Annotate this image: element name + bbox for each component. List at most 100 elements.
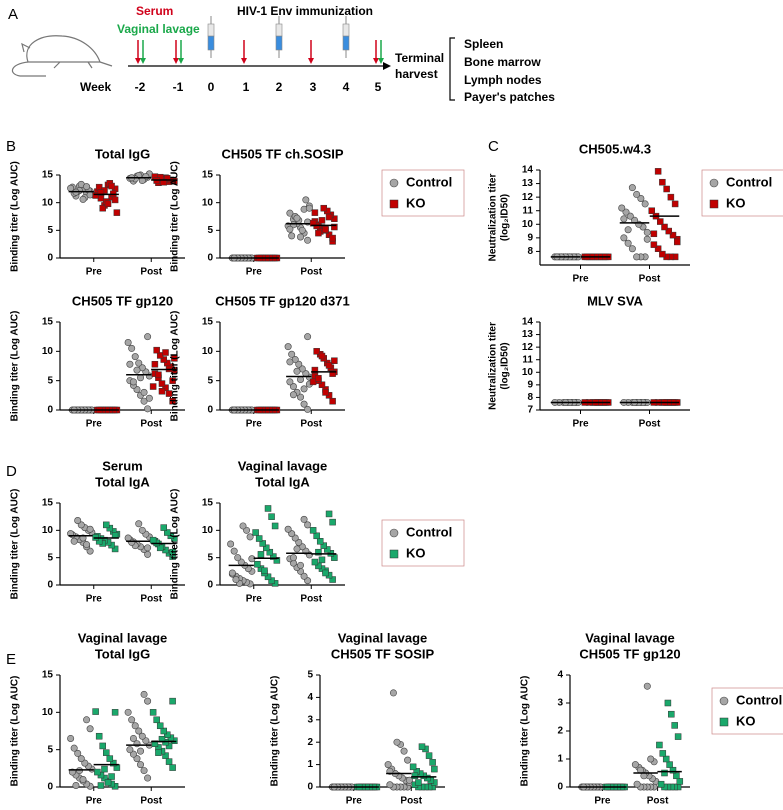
data-point: [264, 505, 272, 512]
harvest-label: Terminal: [395, 51, 444, 65]
data-point: [234, 554, 242, 562]
data-point: [418, 743, 426, 750]
data-point: [656, 741, 663, 749]
chart-title: Vaginal lavage: [238, 458, 328, 473]
data-point: [138, 526, 146, 534]
y-tick-label: 15: [42, 317, 54, 328]
data-point: [298, 226, 306, 234]
syringe: [342, 35, 350, 51]
y-tick-label: 5: [47, 744, 53, 755]
chart: CH505 TF gp120 d371 Binding titer (Log AU…: [170, 293, 350, 429]
data-point: [659, 178, 666, 186]
y-axis-label: Neutralization titer: [488, 322, 499, 410]
legend-label: Control: [406, 524, 452, 539]
y-tick-label: 5: [47, 225, 53, 236]
data-point: [158, 380, 166, 387]
data-point: [129, 734, 137, 742]
y-axis-label: (log₂ID50): [500, 194, 511, 241]
data-point: [140, 767, 148, 775]
x-tick-label: Post: [140, 796, 162, 807]
data-point: [404, 756, 412, 764]
week-label: Week: [80, 80, 111, 94]
x-tick-label: Post: [140, 594, 162, 605]
data-point: [227, 540, 235, 548]
data-point: [300, 515, 308, 523]
panel-label: C: [488, 138, 499, 155]
week-number: -2: [135, 80, 146, 94]
y-tick-label: 5: [207, 225, 213, 236]
legend-box: [701, 169, 783, 217]
chart-title: CH505 TF gp120: [72, 293, 173, 308]
tissue: Payer's patches: [464, 90, 555, 104]
data-point: [137, 761, 145, 769]
data-point: [650, 230, 658, 238]
week-number: 0: [208, 80, 215, 94]
data-point: [124, 708, 132, 716]
data-point: [628, 245, 636, 253]
panel-label: B: [6, 138, 16, 155]
y-tick-label: 12: [522, 342, 534, 353]
y-axis-label: Binding titer (Log AUC): [10, 161, 21, 272]
data-point: [311, 558, 319, 566]
data-point: [329, 518, 336, 526]
data-point: [624, 226, 632, 234]
sample-arrow-head: [378, 58, 384, 64]
chart-title: CH505 TF gp120 d371: [215, 293, 349, 308]
legend-label: KO: [406, 195, 426, 210]
data-point: [289, 554, 297, 562]
x-tick-label: Post: [639, 419, 661, 430]
data-point: [662, 755, 670, 763]
data-point: [318, 556, 326, 564]
legend-box: [381, 169, 465, 217]
data-point: [288, 350, 296, 358]
sample-arrow-head: [178, 58, 184, 64]
x-tick-label: Post: [639, 274, 661, 285]
week-number: 5: [375, 80, 382, 94]
data-point: [300, 572, 308, 580]
data-point: [411, 772, 419, 780]
data-point: [169, 764, 176, 771]
y-tick-label: 4: [557, 670, 563, 681]
data-point: [331, 357, 338, 364]
data-point: [386, 781, 394, 789]
data-point: [230, 547, 238, 555]
data-point: [83, 541, 91, 549]
data-point: [144, 333, 152, 341]
data-point: [149, 536, 157, 544]
data-point: [389, 689, 397, 697]
data-point: [268, 513, 275, 520]
data-point: [86, 725, 94, 733]
immunization-label: HIV-1 Env immunization: [237, 4, 373, 18]
x-tick-label: Post: [300, 594, 322, 605]
data-point: [315, 548, 322, 556]
panel-a: Serum Vaginal lavage HIV-1 Env immunizat…: [11, 4, 555, 104]
data-point: [320, 542, 327, 549]
y-tick-label: 5: [207, 552, 213, 563]
data-point: [72, 782, 80, 790]
chart: CH505 TF ch.SOSIP Binding titer (Log AUC)…: [170, 146, 345, 278]
data-point: [86, 525, 94, 533]
bracket: [449, 37, 455, 101]
data-point: [325, 231, 333, 239]
data-point: [320, 204, 327, 212]
data-point: [620, 215, 628, 223]
data-point: [626, 212, 634, 220]
y-tick-label: 15: [42, 498, 54, 509]
data-point: [126, 360, 134, 368]
data-point: [311, 366, 319, 374]
data-point: [289, 383, 297, 391]
data-point: [309, 527, 317, 534]
y-tick-label: 0: [207, 253, 213, 264]
y-tick-label: 9: [527, 232, 533, 243]
y-tick-label: 11: [522, 354, 533, 365]
data-point: [263, 544, 270, 552]
data-point: [273, 557, 281, 564]
data-point: [315, 229, 322, 237]
data-point: [284, 525, 292, 533]
y-tick-label: 2: [557, 726, 563, 737]
x-tick-label: Pre: [246, 594, 263, 605]
y-axis-label: Binding titer (Log AUC): [10, 311, 21, 422]
